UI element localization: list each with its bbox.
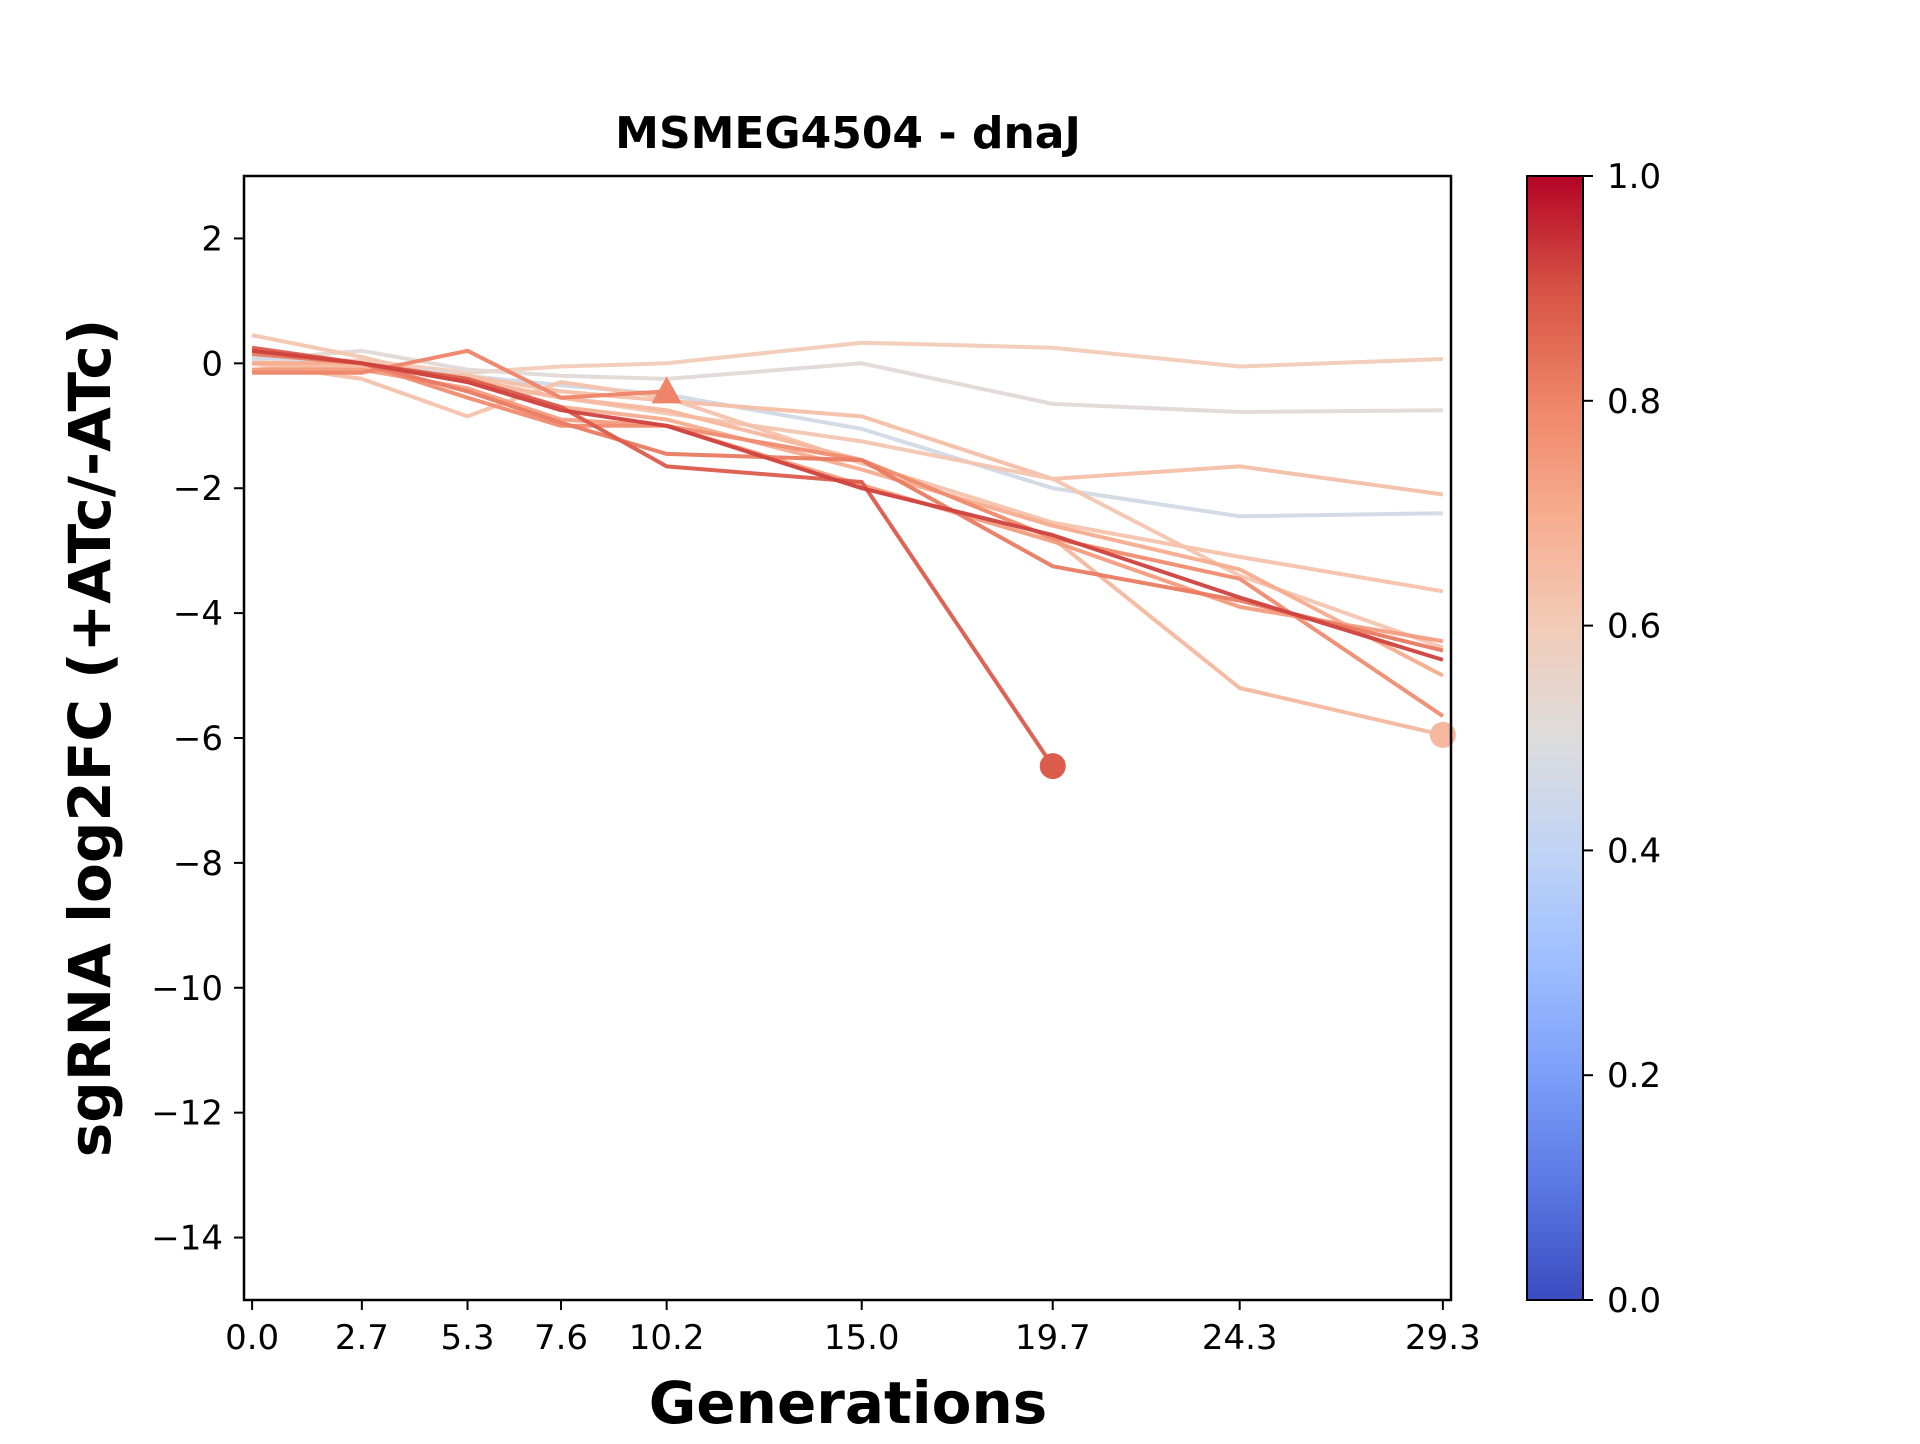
chart-title: MSMEG4504 - dnaJ bbox=[615, 108, 1081, 159]
x-tick-label: 29.3 bbox=[1405, 1318, 1481, 1358]
series-line-12 bbox=[251, 352, 1444, 653]
y-tick-label: −8 bbox=[173, 844, 223, 884]
y-tick-label: 2 bbox=[201, 219, 223, 259]
series-line-6 bbox=[251, 361, 1444, 594]
x-tick-label: 19.7 bbox=[1015, 1318, 1091, 1358]
y-tick-label: −12 bbox=[151, 1094, 223, 1134]
colorbar-tick-label: 0.4 bbox=[1607, 831, 1661, 871]
series-line-11 bbox=[252, 348, 667, 400]
colorbar-tick-label: 0.8 bbox=[1607, 382, 1661, 422]
colorbar-axis: 0.0 0.2 0.4 0.6 0.8 1.0 bbox=[1583, 157, 1661, 1321]
series-end-marker-7 bbox=[1429, 721, 1456, 748]
series-line-10 bbox=[251, 348, 1445, 718]
series-layer bbox=[251, 333, 1456, 780]
y-axis: 2 0 −2 −4 −6 −8 −10 −12 −14 bbox=[151, 219, 244, 1259]
y-tick-label: 0 bbox=[201, 344, 223, 384]
x-tick-label: 0.0 bbox=[225, 1318, 279, 1358]
x-axis: 0.0 2.7 5.3 7.6 10.2 15.0 19.7 24.3 29.3 bbox=[225, 1300, 1481, 1358]
x-tick-label: 24.3 bbox=[1202, 1318, 1278, 1358]
y-tick-label: −10 bbox=[151, 969, 223, 1009]
x-tick-label: 10.2 bbox=[629, 1318, 705, 1358]
x-tick-label: 15.0 bbox=[824, 1318, 900, 1358]
colorbar-tick-label: 1.0 bbox=[1607, 157, 1661, 197]
x-tick-label: 5.3 bbox=[440, 1318, 494, 1358]
x-axis-label: Generations bbox=[649, 1369, 1048, 1437]
y-tick-label: −14 bbox=[151, 1219, 223, 1259]
series-end-marker-11 bbox=[651, 376, 682, 404]
colorbar-tick-label: 0.2 bbox=[1607, 1056, 1661, 1096]
x-tick-label: 7.6 bbox=[534, 1318, 588, 1358]
y-tick-label: −2 bbox=[173, 469, 223, 509]
y-tick-label: −6 bbox=[173, 719, 223, 759]
colorbar-tick-label: 0.6 bbox=[1607, 607, 1661, 647]
series-line-14 bbox=[251, 348, 1444, 662]
colorbar-tick-label: 0.0 bbox=[1607, 1281, 1661, 1321]
colorbar bbox=[1526, 175, 1584, 1301]
series-end-marker-13 bbox=[1039, 753, 1066, 780]
x-tick-label: 2.7 bbox=[335, 1318, 389, 1358]
y-axis-label: sgRNA log2FC (+ATc/-ATc) bbox=[56, 319, 124, 1157]
y-tick-label: −4 bbox=[173, 594, 223, 634]
series-line-7 bbox=[252, 364, 1444, 737]
